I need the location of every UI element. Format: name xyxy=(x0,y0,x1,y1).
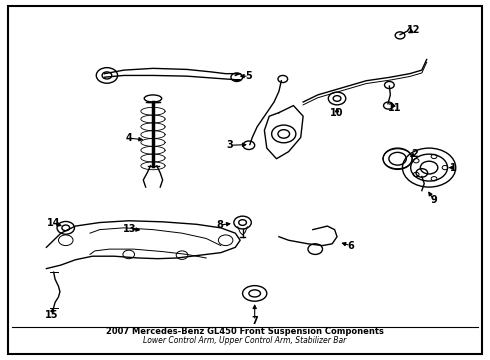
Text: 14: 14 xyxy=(47,218,60,228)
Text: 13: 13 xyxy=(123,224,136,234)
Text: 5: 5 xyxy=(245,71,252,81)
Text: 2007 Mercedes-Benz GL450 Front Suspension Components: 2007 Mercedes-Benz GL450 Front Suspensio… xyxy=(106,328,384,336)
Text: 9: 9 xyxy=(431,195,437,205)
Text: 1: 1 xyxy=(450,163,457,172)
Text: 7: 7 xyxy=(251,316,258,326)
Text: 15: 15 xyxy=(45,310,58,320)
Ellipse shape xyxy=(144,95,162,102)
Text: 11: 11 xyxy=(388,103,401,113)
Text: Lower Control Arm, Upper Control Arm, Stabilizer Bar: Lower Control Arm, Upper Control Arm, St… xyxy=(144,336,346,345)
Text: 3: 3 xyxy=(226,140,233,150)
Text: 4: 4 xyxy=(125,133,132,143)
Text: 8: 8 xyxy=(217,220,223,230)
Text: 2: 2 xyxy=(411,149,418,159)
Text: 12: 12 xyxy=(407,26,420,35)
Text: 6: 6 xyxy=(347,240,354,251)
Text: 10: 10 xyxy=(330,108,344,118)
